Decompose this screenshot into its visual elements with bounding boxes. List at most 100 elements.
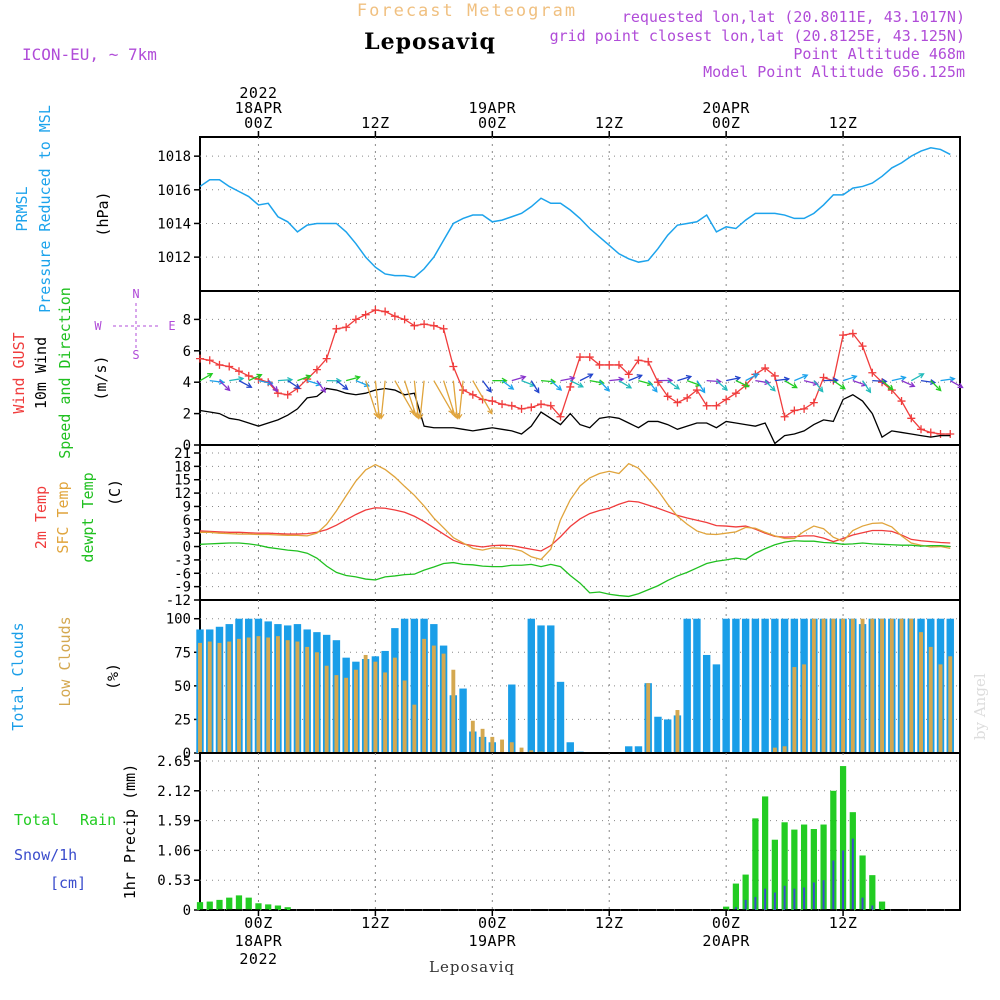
wind-arrow-head [354,375,361,381]
top-time-label: 00Z [712,114,741,132]
gust-marker [537,400,546,409]
gust-marker [527,403,536,412]
gust-marker [605,360,614,369]
gust-marker [196,354,204,363]
rain-bar [265,904,272,910]
wind-direction-arrow [345,376,360,382]
rain-bar [771,839,778,910]
low-cloud-bar [928,646,933,753]
pressure-panel: 1012 1014 1016 1018 PRMSL Pressure Reduced to… [13,105,961,313]
wind-unit: (m/s) [92,355,110,400]
pressure-ytick-label: 1018 [157,149,191,165]
gust-marker [585,353,594,362]
bottom-time-label: 00Z [244,914,273,932]
rain-bar [810,829,817,910]
clouds-panel: 0 25 50 75 100 Total Clouds Low Clouds (%) [9,599,961,762]
temp-label-sfc: SFC Temp [54,481,72,553]
gust-marker [576,353,584,362]
wind-direction-arrow [316,380,326,393]
low-cloud-bar [422,638,427,753]
wind-arrow-head [734,375,742,382]
total-cloud-bar [663,719,672,753]
gust-marker [488,397,497,406]
total-cloud-bar [722,618,730,753]
snow-bar [773,892,776,910]
wind-arrow-head [764,379,771,386]
temperature-ytick-label: 18 [174,459,191,475]
wind-label-10m: 10m Wind [32,337,50,409]
gust-marker [917,425,926,434]
low-cloud-bar [509,742,514,753]
wind-direction-arrow [433,380,454,414]
wind-direction-arrow [267,380,278,392]
total-cloud-bar [741,618,750,753]
total-cloud-bar [566,742,574,753]
wind10m-line [199,387,951,445]
bottom-time-label: 12Z [361,914,390,932]
gust-marker [322,354,331,363]
wind-arrow-head [791,383,798,389]
wind-arrow-head [520,375,527,381]
top-time-label: 12Z [829,114,858,132]
low-cloud-bar [246,637,251,753]
rain-bar [800,824,808,910]
top-time-label: 00Z [244,114,273,132]
wind-ytick-label: 2 [183,407,191,423]
wind-arrow-head [373,411,379,419]
low-cloud-bar [792,667,797,753]
low-cloud-bar [909,618,914,753]
gust-marker [614,360,623,369]
top-time-label: 12Z [361,114,390,132]
wind-direction-arrow [452,380,458,419]
wind-arrow-head [625,383,633,389]
precip-unit: 1hr Precip (mm) [121,764,139,899]
temperature-ytick-label: 9 [183,499,191,515]
low-cloud-bar [207,641,212,753]
wind-arrow-head [556,385,563,391]
gust-marker [936,430,945,439]
total-cloud-bar [761,618,769,753]
gust-marker [946,430,955,439]
gust-marker [371,305,380,314]
low-cloud-bar [285,640,290,753]
wind-arrow-head [587,373,594,379]
snow-bar [793,888,796,910]
total-cloud-bar [527,618,535,753]
low-cloud-bar [675,710,680,753]
low-cloud-bar [821,618,826,753]
low-cloud-bar [305,646,310,753]
pressure-frame [199,136,961,292]
wind-arrow-head [881,378,888,385]
low-cloud-bar [256,636,261,753]
wind-arrow-head [451,411,457,419]
precip-label-cm: [cm] [50,874,86,892]
gust-marker [410,321,419,330]
snow-bar [842,850,845,910]
wind-arrow-head [721,384,728,391]
wind-direction-arrow [413,380,419,419]
wind-direction-arrow [696,380,706,393]
rain-bar [752,818,759,910]
rain-bar [859,855,866,910]
precipitation-ytick-label: 1.59 [157,814,191,830]
total-cloud-bar [712,664,721,753]
low-cloud-bar [363,654,368,753]
wind-direction-arrow [374,380,381,419]
rain-bar [742,874,749,910]
wind-panel: 0 2 4 6 8 Wind GUST 10m Wind Speed and Directio… [10,287,964,459]
wind-direction-arrow [599,380,610,392]
wind-label-speed-dir: Speed and Direction [56,287,74,459]
total-cloud-bar [634,746,643,753]
low-cloud-bar [227,641,232,753]
gust-marker [702,401,711,410]
rain-bar [235,895,243,910]
gust-marker [731,389,740,398]
wind-direction-arrow [579,373,593,382]
wind-direction-arrow [277,379,292,382]
rain-bar [732,883,740,910]
wind-arrow-head [715,378,722,385]
wind-direction-arrow [881,380,894,391]
low-cloud-bar [841,618,846,753]
snow-bar [861,897,864,910]
wind-arrow-head [949,376,956,383]
